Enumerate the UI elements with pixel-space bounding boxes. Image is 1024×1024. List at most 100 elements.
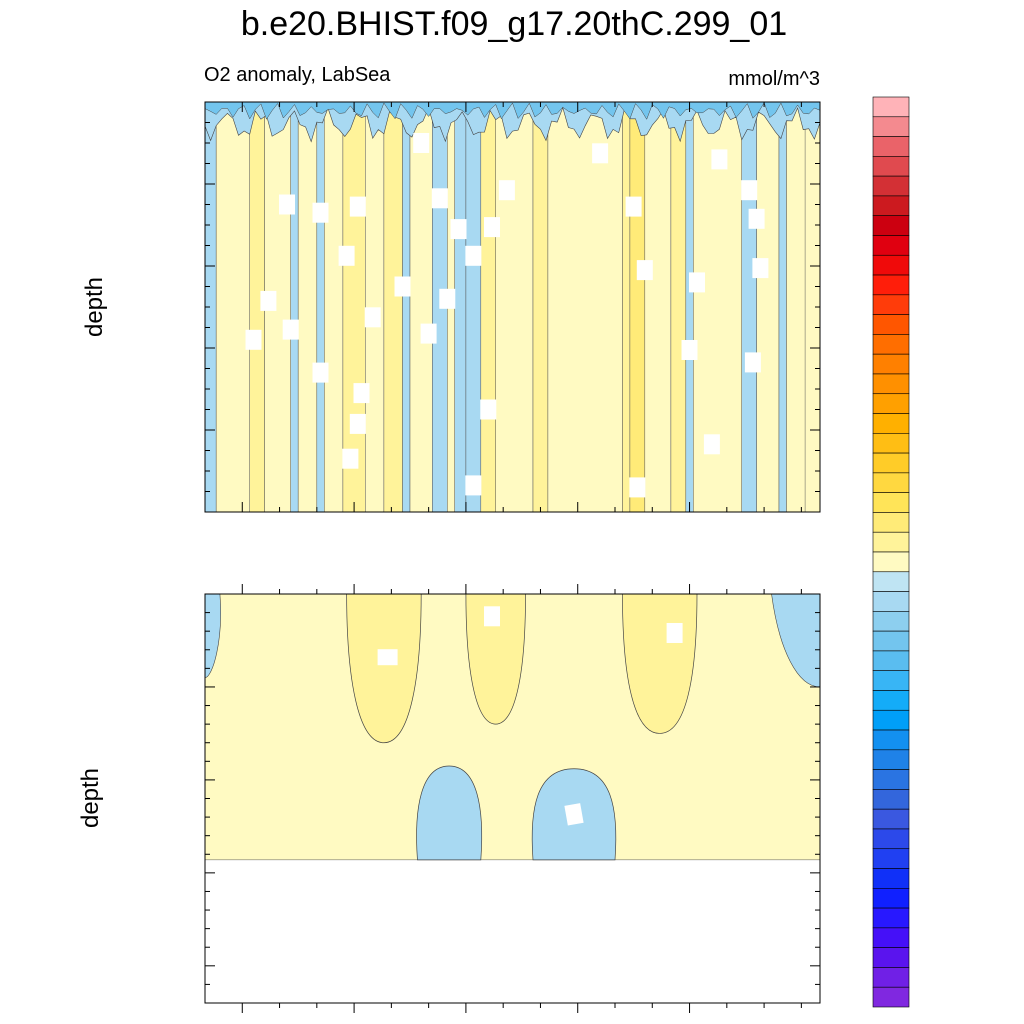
lower-contour-label-box <box>484 606 500 627</box>
colorbar-box-28 <box>872 650 910 671</box>
colorbar-box-31 <box>872 709 910 731</box>
upper-contour-label-9 <box>353 383 370 404</box>
lower-contour-label-3 <box>564 803 584 826</box>
upper-contour-label-20 <box>480 399 497 420</box>
lower-negative-lobe-0 <box>416 765 483 861</box>
upper-contour-label-32 <box>744 352 761 373</box>
upper-band-21 <box>622 101 631 513</box>
colorbar-box-26 <box>872 611 910 632</box>
upper-band-15 <box>454 101 467 513</box>
upper-band-20 <box>547 101 623 513</box>
upper-band-10 <box>383 101 403 513</box>
colorbar-box-19 <box>872 472 910 493</box>
upper-contour-label-box <box>592 143 609 164</box>
lower-y-axis-label: depth <box>77 768 104 828</box>
upper-contour-label-1 <box>260 290 277 311</box>
upper-band-29 <box>778 101 787 513</box>
colorbar-box-45 <box>872 986 910 1008</box>
colorbar-box-23 <box>872 551 910 573</box>
lower-contour-label-0 <box>484 606 500 627</box>
upper-contour-label-box <box>420 323 437 344</box>
lower-contour-label-2 <box>377 649 398 666</box>
upper-contour-label-box <box>282 319 299 340</box>
upper-contour-label-box <box>636 260 653 281</box>
upper-contour-label-box <box>349 413 366 434</box>
colorbar-box-2 <box>872 136 910 157</box>
upper-contour-label-box <box>498 180 515 201</box>
upper-band-19 <box>532 101 549 513</box>
upper-y-axis-label: depth <box>81 277 108 337</box>
upper-contour-label-28 <box>689 272 705 293</box>
upper-band-17 <box>480 101 496 513</box>
upper-contour-label-box <box>312 362 329 383</box>
colorbar-legend <box>872 96 910 1008</box>
upper-contour-label-box <box>625 196 642 217</box>
colorbar-box-18 <box>872 452 910 474</box>
colorbar-box-22 <box>872 531 910 553</box>
upper-contour-label-box <box>689 272 705 293</box>
colorbar-box-3 <box>872 156 910 177</box>
upper-band-12 <box>409 101 433 513</box>
lower-negative-patch-left <box>204 593 221 678</box>
upper-band-4 <box>290 101 299 513</box>
chart-subtitle-units: mmol/m^3 <box>728 68 820 90</box>
upper-contour-label-26 <box>636 260 653 281</box>
upper-contour-label-10 <box>349 413 366 434</box>
upper-contour-label-box <box>629 477 646 498</box>
colorbar-box-17 <box>872 433 910 454</box>
colorbar-box-27 <box>872 630 910 652</box>
colorbar-box-33 <box>872 749 910 770</box>
upper-surface-strong-negative-layer <box>204 101 821 120</box>
upper-contour-label-11 <box>364 307 381 328</box>
upper-contour-label-box <box>484 217 500 238</box>
colorbar-box-35 <box>872 789 910 810</box>
colorbar-box-30 <box>872 690 910 711</box>
upper-contour-label-box <box>338 245 355 266</box>
upper-band-18 <box>495 101 534 513</box>
colorbar-box-7 <box>872 235 910 256</box>
upper-panel-depth-0-1000 <box>204 101 821 513</box>
upper-contour-label-box <box>353 383 370 404</box>
upper-band-22 <box>629 101 646 513</box>
lower-contour-label-box <box>666 623 683 643</box>
lower-positive-plume-1 <box>465 593 526 725</box>
lower-contour-label-1 <box>666 623 683 643</box>
upper-contour-label-3 <box>282 319 299 340</box>
upper-contour-label-7 <box>342 448 359 469</box>
upper-contour-label-box <box>465 475 482 496</box>
colorbar-box-13 <box>872 353 910 375</box>
colorbar-box-0 <box>872 96 910 118</box>
chart-title: b.e20.BHIST.f09_g17.20thC.299_01 <box>241 5 787 43</box>
colorbar-box-39 <box>872 868 910 889</box>
upper-contour-label-box <box>394 276 411 297</box>
colorbar-box-44 <box>872 967 910 988</box>
upper-band-5 <box>297 101 318 513</box>
upper-contour-label-23 <box>592 143 609 164</box>
upper-contour-label-4 <box>312 202 329 223</box>
upper-contour-label-19 <box>465 475 482 496</box>
upper-contour-label-box <box>364 307 381 328</box>
upper-contour-label-box <box>752 258 769 279</box>
upper-contour-label-2 <box>279 194 295 215</box>
upper-contour-label-box <box>465 245 482 266</box>
upper-contour-label-box <box>349 196 366 217</box>
lower-contour-label-box <box>377 649 398 666</box>
colorbar-box-21 <box>872 512 910 533</box>
colorbar-box-41 <box>872 907 910 929</box>
upper-band-6 <box>316 101 325 513</box>
upper-contour-label-8 <box>349 196 366 217</box>
colorbar-box-15 <box>872 393 910 414</box>
upper-band-28 <box>756 101 780 513</box>
upper-contour-label-5 <box>312 362 329 383</box>
upper-band-27 <box>741 101 757 513</box>
colorbar-box-32 <box>872 729 910 751</box>
upper-contour-label-box <box>439 288 456 309</box>
upper-contour-label-18 <box>465 245 482 266</box>
colorbar-box-37 <box>872 828 910 850</box>
upper-contour-label-box <box>450 219 467 240</box>
colorbar-box-25 <box>872 591 910 612</box>
chart-subtitle-variable: O2 anomaly, LabSea <box>204 64 391 86</box>
upper-band-11 <box>402 101 411 513</box>
colorbar-box-42 <box>872 927 910 948</box>
